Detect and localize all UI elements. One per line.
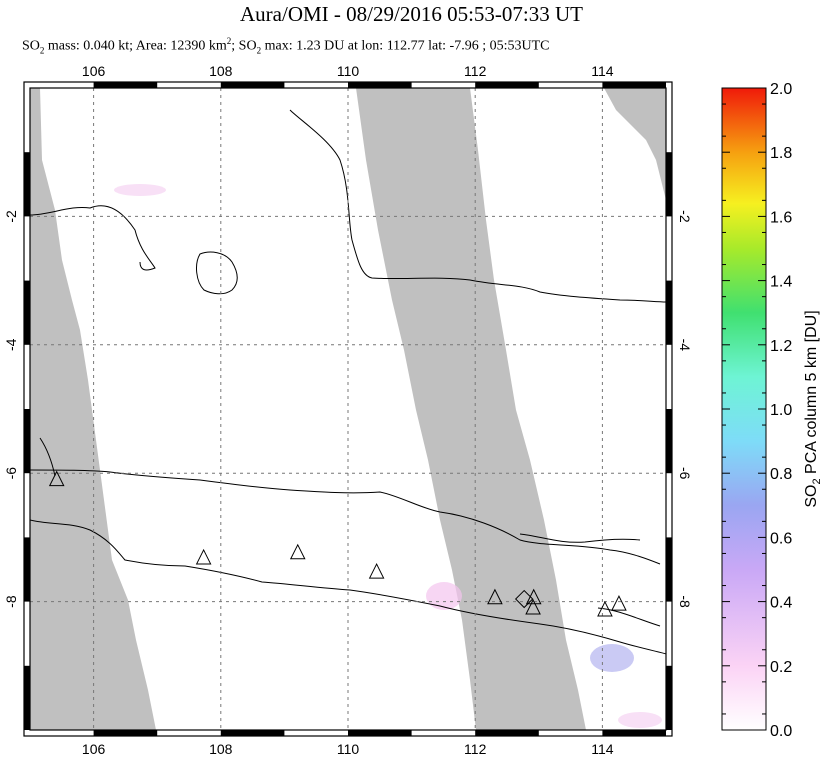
subtitle-rest: max: 1.23 DU at lon: 112.77 lat: -7.96 ;…	[261, 38, 550, 54]
volcano-marker	[368, 562, 385, 579]
border-bar-top	[475, 82, 539, 88]
x-tick-label-bottom: 110	[337, 741, 360, 757]
colorbar-label: SO2 PCA column 5 km [DU]	[803, 310, 823, 507]
colorbar-ticks: 0.0 0.2 0.4 0.6 0.8 1.0 1.2 1.4 1.6 1.8 2.0	[722, 81, 792, 740]
border-bar-top	[602, 82, 666, 88]
border-bar-right	[666, 537, 672, 602]
border-bar-right	[666, 665, 672, 730]
colorbar-tick-label: 1.8	[770, 145, 792, 162]
colorbar-label-sub: 2	[811, 478, 823, 484]
border-bar-left	[24, 280, 30, 345]
border-bar-left	[24, 665, 30, 730]
colorbar-label-rest: PCA column 5 km [DU]	[803, 310, 820, 478]
volcano-marker	[487, 588, 503, 605]
border-bar-bottom	[602, 730, 666, 736]
so2-patch-east	[618, 712, 662, 728]
x-tick-label-bottom: 108	[209, 741, 233, 757]
border-bar-top	[220, 82, 285, 88]
y-tick-label-right: -2	[677, 210, 693, 223]
border-bar-bottom	[93, 730, 158, 736]
volcano-marker	[195, 548, 212, 565]
chart-subtitle: SO2 mass: 0.040 kt; Area: 12390 km2; SO2…	[22, 36, 550, 56]
x-tick-label-top: 114	[591, 63, 614, 79]
border-bar-bottom	[475, 730, 539, 736]
coastlines	[30, 109, 666, 655]
colorbar-label-so: SO	[803, 485, 820, 508]
no-data-swath-left	[30, 88, 156, 730]
x-tick-label-top: 112	[464, 63, 487, 79]
map-border-bars	[24, 82, 672, 736]
y-tick-label-right: -4	[677, 339, 693, 352]
colorbar-tick-label: 0.6	[770, 530, 792, 547]
border-bar-left	[24, 152, 30, 217]
border-bar-left	[24, 537, 30, 602]
x-tick-label-bottom: 114	[591, 741, 614, 757]
y-tick-label-left: -2	[3, 210, 19, 223]
x-tick-label-top: 106	[82, 63, 106, 79]
subtitle-max-prefix: ; SO	[231, 38, 257, 54]
subtitle-mass: mass: 0.040 kt; Area: 12390 km	[44, 38, 227, 54]
x-tick-label-top: 110	[337, 63, 360, 79]
colorbar-tick-label: 0.8	[770, 466, 792, 483]
y-tick-label-left: -4	[3, 338, 19, 351]
y-tick-label-right: -8	[677, 595, 693, 608]
colorbar-tick-label: 1.2	[770, 338, 792, 355]
x-tick-labels-top: 106 108 110 112 114	[82, 63, 614, 79]
volcano-markers	[48, 470, 627, 617]
y-tick-label-right: -6	[677, 467, 693, 480]
border-bar-right	[666, 152, 672, 217]
grid-lines	[30, 88, 666, 730]
border-bar-bottom	[220, 730, 285, 736]
border-bar-right	[666, 280, 672, 345]
so2-patch-north	[114, 184, 166, 196]
colorbar-tick-label: 1.4	[770, 274, 792, 291]
x-tick-label-bottom: 112	[464, 741, 487, 757]
chart-title: Aura/OMI - 08/29/2016 05:53-07:33 UT	[240, 2, 583, 26]
colorbar-tick-label: 0.0	[770, 723, 792, 740]
no-data-swath-right	[604, 88, 666, 200]
colorbar-tick-label: 1.6	[770, 209, 792, 226]
volcano-marker	[597, 600, 613, 617]
border-bar-bottom	[348, 730, 412, 736]
y-tick-label-left: -6	[3, 467, 19, 480]
no-data-swath-center	[356, 88, 586, 730]
border-bar-right	[666, 409, 672, 474]
colorbar-tick-label: 2.0	[770, 81, 792, 98]
volcano-marker	[611, 595, 627, 611]
colorbar-tick-label: 0.4	[770, 595, 792, 612]
y-tick-labels-left: -2 -4 -6 -8	[3, 210, 19, 608]
subtitle-so: SO	[22, 38, 40, 54]
y-tick-labels-right: -2 -4 -6 -8	[677, 210, 693, 608]
colorbar-tick-label: 0.2	[770, 659, 792, 676]
so2-patch-southeast	[590, 644, 634, 672]
max-value-marker	[514, 589, 534, 609]
volcano-marker	[525, 598, 541, 615]
x-tick-label-bottom: 106	[82, 741, 106, 757]
volcano-marker	[289, 543, 306, 560]
volcano-marker	[48, 470, 65, 487]
colorbar-tick-label: 1.0	[770, 402, 792, 419]
border-bar-top	[348, 82, 412, 88]
x-tick-labels-bottom: 106 108 110 112 114	[82, 741, 614, 757]
y-tick-label-left: -8	[3, 595, 19, 608]
x-tick-label-top: 108	[209, 63, 233, 79]
so2-patch-south	[426, 582, 462, 610]
border-bar-top	[93, 82, 158, 88]
border-bar-left	[24, 409, 30, 474]
